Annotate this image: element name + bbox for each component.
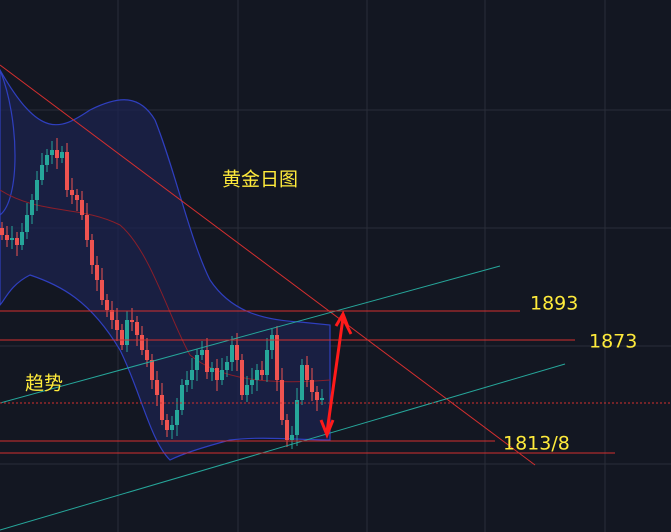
candle: [230, 345, 234, 362]
candle: [25, 215, 29, 232]
candle: [75, 195, 79, 200]
candle: [120, 330, 124, 345]
candle: [215, 368, 219, 380]
candle: [235, 345, 239, 360]
level-label: 1813/8: [503, 433, 570, 455]
candle: [285, 420, 289, 440]
candle: [280, 380, 284, 420]
candle: [250, 380, 254, 385]
candle: [130, 320, 134, 322]
candle: [245, 385, 249, 395]
level-label: 1893: [530, 293, 578, 315]
candle: [320, 398, 324, 400]
candle: [210, 368, 214, 372]
candle: [315, 392, 319, 400]
candle: [275, 335, 279, 380]
trend-label: 趋势: [25, 373, 63, 395]
bollinger-band: [0, 68, 331, 461]
candle: [0, 228, 4, 235]
candle: [270, 335, 274, 350]
candle: [40, 165, 44, 180]
candle: [225, 362, 229, 370]
candle: [160, 395, 164, 420]
candle: [15, 238, 19, 245]
candle: [180, 385, 184, 410]
channel-upper: [0, 265, 501, 404]
candle: [100, 280, 104, 300]
candle: [80, 200, 84, 215]
candle: [60, 152, 64, 158]
candle: [110, 310, 114, 320]
candle: [200, 350, 204, 355]
candle: [55, 150, 59, 158]
candle: [90, 240, 94, 265]
candle: [290, 435, 294, 440]
candle: [30, 200, 34, 215]
candle: [35, 180, 39, 200]
candle: [135, 322, 139, 335]
candle: [145, 350, 149, 360]
candle: [10, 238, 14, 240]
candle: [300, 365, 304, 400]
candle: [175, 410, 179, 425]
candle: [125, 320, 129, 345]
candle: [310, 380, 314, 392]
candle: [170, 425, 174, 430]
channel-lower: [0, 363, 566, 531]
forecast-arrows: [319, 310, 353, 440]
candle: [70, 190, 74, 195]
candle: [220, 370, 224, 380]
candle: [150, 360, 154, 380]
candle: [140, 335, 144, 350]
level-label: 1873: [589, 331, 637, 353]
candle: [115, 320, 119, 330]
candle: [20, 232, 24, 245]
candle: [295, 400, 299, 435]
candle: [45, 155, 49, 165]
candle: [65, 152, 69, 190]
candle: [260, 370, 264, 375]
candle: [205, 350, 209, 372]
candle: [95, 265, 99, 280]
candle: [105, 300, 109, 310]
candles: [0, 138, 324, 449]
candle: [255, 370, 259, 380]
candle: [185, 380, 189, 385]
candle: [195, 355, 199, 370]
candle: [50, 150, 54, 155]
candle: [5, 235, 9, 240]
candle: [265, 350, 269, 375]
candle: [85, 215, 89, 240]
candle: [190, 370, 194, 380]
candle: [155, 380, 159, 395]
candle: [240, 360, 244, 395]
candle: [165, 420, 169, 430]
chart-title: 黄金日图: [222, 169, 298, 191]
candle: [305, 365, 309, 380]
trend-line: [0, 64, 536, 466]
band-middle: [0, 189, 331, 383]
